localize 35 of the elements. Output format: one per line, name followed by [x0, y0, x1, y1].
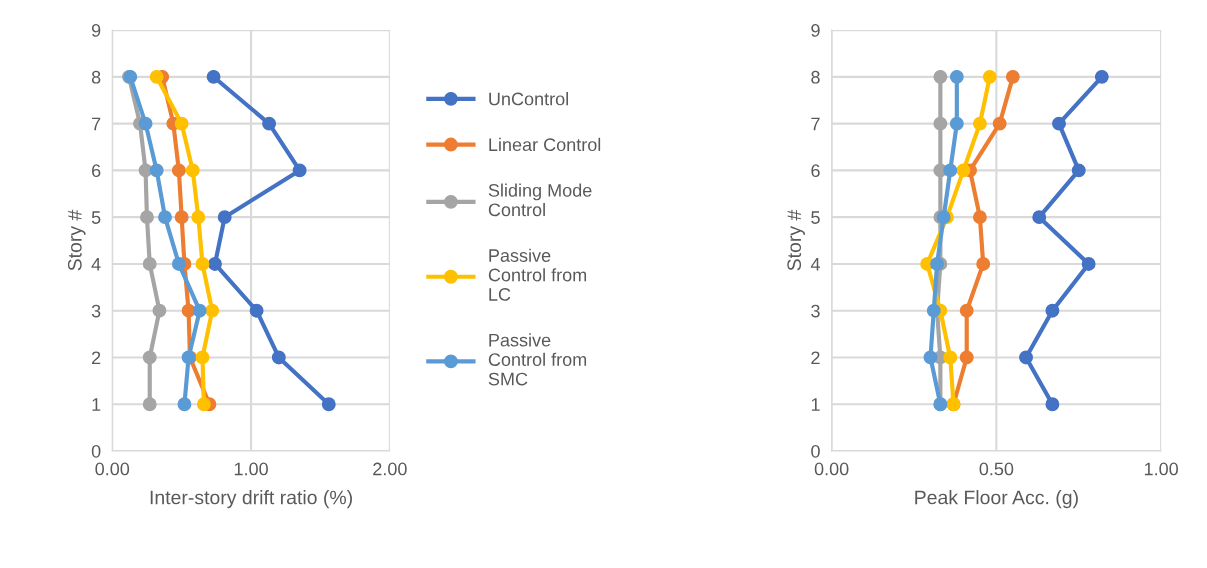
x-tick-label: 0.00: [814, 462, 849, 476]
legend-label: Passive Control from SMC: [488, 333, 587, 386]
y-tick-label: 3: [811, 304, 820, 318]
y-tick-label: 9: [811, 24, 820, 37]
y-tick-label: 7: [92, 117, 101, 131]
y-tick-label: 2: [811, 351, 820, 364]
legend-label: UnControl: [489, 92, 568, 106]
legend-label: Linear Control: [489, 137, 601, 152]
legend-label: Sliding Mode Control: [488, 183, 592, 217]
x-tick-label: 1.00: [234, 462, 268, 476]
y-tick-label: 5: [811, 211, 820, 224]
y-tick-label: 6: [811, 164, 820, 178]
y-tick-label: 4: [91, 258, 101, 271]
y-tick-label: 5: [91, 211, 101, 224]
y-axis-title: Story #: [67, 209, 86, 271]
x-tick-label: 0.00: [95, 462, 130, 476]
y-tick-label: 2: [92, 351, 101, 364]
x-tick-label: 0.50: [979, 462, 1014, 476]
y-axis-title: Story #: [787, 209, 805, 271]
y-tick-label: 9: [91, 24, 101, 37]
y-tick-label: 0: [811, 444, 820, 458]
y-tick-label: 4: [810, 258, 820, 271]
y-tick-label: 0: [91, 444, 101, 458]
x-axis-title: Inter-story drift ratio (%): [150, 490, 352, 509]
y-tick-label: 7: [811, 117, 820, 131]
x-axis-title: Peak Floor Acc. (g): [915, 490, 1078, 509]
y-tick-label: 8: [91, 70, 101, 84]
x-tick-label: 1.00: [1144, 462, 1178, 476]
x-tick-label: 2.00: [373, 462, 407, 476]
legend-label: Passive Control from LC: [488, 248, 587, 301]
y-tick-label: 6: [92, 164, 101, 178]
y-tick-label: 1: [811, 398, 820, 411]
y-tick-label: 8: [811, 70, 820, 84]
y-tick-label: 3: [91, 304, 101, 318]
y-tick-label: 1: [92, 398, 101, 411]
